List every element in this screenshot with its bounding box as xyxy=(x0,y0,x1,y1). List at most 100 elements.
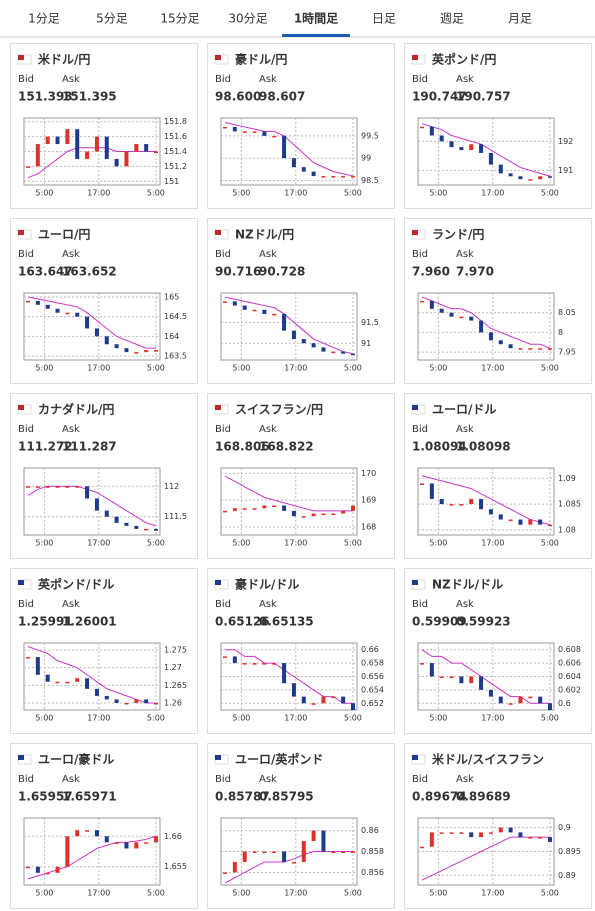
candle xyxy=(223,301,227,303)
y-tick-label: 8 xyxy=(558,328,563,337)
x-tick-label: 5:00 xyxy=(147,539,165,548)
y-tick-label: 0.6 xyxy=(558,699,571,708)
ask-value: 1.08098 xyxy=(456,440,511,454)
candle xyxy=(429,483,434,499)
candle xyxy=(35,144,40,167)
tab[interactable]: 日足 xyxy=(372,12,396,26)
candle xyxy=(114,699,119,703)
candle xyxy=(154,151,158,153)
candle xyxy=(55,866,60,873)
y-tick-label: 0.86 xyxy=(361,826,379,835)
candle xyxy=(351,505,355,511)
candle xyxy=(331,351,336,354)
tab[interactable]: 1分足 xyxy=(28,12,60,26)
candle xyxy=(351,703,355,710)
candle xyxy=(291,510,296,517)
candle xyxy=(272,851,277,853)
x-tick-label: 5:00 xyxy=(232,714,250,723)
candle xyxy=(508,827,513,833)
candle xyxy=(291,861,296,864)
candle xyxy=(311,703,316,705)
tab[interactable]: 15分足 xyxy=(160,12,199,26)
candle xyxy=(114,842,119,844)
tab[interactable]: 30分足 xyxy=(228,12,267,26)
x-tick-label: 17:00 xyxy=(284,889,307,898)
bid-value: 1.65957 xyxy=(18,790,73,804)
candle xyxy=(75,312,80,317)
tab[interactable]: 週足 xyxy=(440,12,464,26)
y-tick-label: 0.858 xyxy=(361,847,384,856)
candle xyxy=(528,179,533,181)
ask-value: 0.85795 xyxy=(259,790,314,804)
pair-name: 英ポンド/円 xyxy=(432,52,496,67)
ma-line xyxy=(225,649,353,704)
card-border xyxy=(404,568,592,734)
pair-name: ユーロ/豪ドル xyxy=(38,752,114,767)
tab[interactable]: 1時間足 xyxy=(294,11,338,26)
x-tick-label: 5:00 xyxy=(541,889,559,898)
candle xyxy=(144,699,149,703)
y-tick-label: 1.08 xyxy=(558,525,576,534)
candle xyxy=(301,516,306,518)
ask-label: Ask xyxy=(259,424,277,435)
candle xyxy=(518,348,523,350)
y-tick-label: 164.5 xyxy=(164,312,187,321)
plot-frame xyxy=(220,117,358,186)
x-tick-label: 17:00 xyxy=(481,714,504,723)
pair-name: カナダドル/円 xyxy=(38,402,114,417)
y-tick-label: 165 xyxy=(164,292,179,301)
bid-value: 111.272 xyxy=(18,440,73,454)
y-tick-label: 1.265 xyxy=(164,681,187,690)
y-tick-label: 0.602 xyxy=(558,685,581,694)
card-border xyxy=(404,743,592,909)
ma-line xyxy=(27,646,156,704)
y-tick-label: 1.275 xyxy=(164,646,187,655)
y-tick-label: 8.05 xyxy=(558,308,576,317)
candle xyxy=(488,509,493,515)
ask-value: 111.287 xyxy=(62,440,117,454)
ma-line xyxy=(27,485,157,527)
y-tick-label: 0.895 xyxy=(558,847,581,856)
card-border xyxy=(10,393,198,559)
bid-label: Bid xyxy=(18,774,34,785)
ma-line xyxy=(224,475,353,512)
candle xyxy=(479,498,484,510)
tab[interactable]: 月足 xyxy=(508,12,532,26)
ask-label: Ask xyxy=(456,249,474,260)
candle xyxy=(508,519,513,522)
x-tick-label: 5:00 xyxy=(147,364,165,373)
candle xyxy=(301,339,306,344)
candle xyxy=(45,872,50,875)
tab[interactable]: 5分足 xyxy=(96,12,128,26)
card[interactable]: ランド/円 Bid Ask 7.960 7.970 7.95 8 8.05 5:00 17:00 5… xyxy=(404,218,592,384)
bid-value: 0.65126 xyxy=(215,615,270,629)
ask-label: Ask xyxy=(456,424,474,435)
candle xyxy=(420,483,424,485)
y-tick-label: 99.5 xyxy=(361,131,379,140)
bid-label: Bid xyxy=(215,249,231,260)
x-tick-label: 5:00 xyxy=(232,189,250,198)
candle xyxy=(341,176,346,178)
candle xyxy=(75,486,80,488)
x-tick-label: 17:00 xyxy=(481,189,504,198)
bid-label: Bid xyxy=(412,74,428,85)
candle xyxy=(449,504,454,506)
candle xyxy=(449,832,454,834)
x-tick-label: 5:00 xyxy=(232,364,250,373)
ask-value: 190.757 xyxy=(456,90,511,104)
ma-line xyxy=(421,296,551,349)
